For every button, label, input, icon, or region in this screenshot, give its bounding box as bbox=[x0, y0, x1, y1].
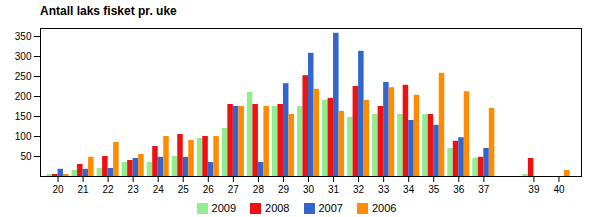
svg-text:33: 33 bbox=[378, 184, 390, 195]
svg-text:37: 37 bbox=[478, 184, 490, 195]
svg-text:34: 34 bbox=[403, 184, 415, 195]
html-text:2006: 2006 bbox=[372, 202, 397, 214]
svg-text:100: 100 bbox=[15, 131, 32, 142]
svg-text:32: 32 bbox=[353, 184, 365, 195]
svg-text:20: 20 bbox=[52, 184, 64, 195]
svg-text:40: 40 bbox=[553, 184, 565, 195]
svg-text:24: 24 bbox=[153, 184, 165, 195]
svg-text:50: 50 bbox=[20, 151, 32, 162]
html-text:2007: 2007 bbox=[318, 202, 343, 214]
svg-text:29: 29 bbox=[278, 184, 290, 195]
svg-text:28: 28 bbox=[253, 184, 265, 195]
svg-text:350: 350 bbox=[15, 31, 32, 42]
svg-text:250: 250 bbox=[15, 71, 32, 82]
svg-text:25: 25 bbox=[178, 184, 190, 195]
svg-text:22: 22 bbox=[103, 184, 115, 195]
svg-text:27: 27 bbox=[228, 184, 240, 195]
svg-text:36: 36 bbox=[453, 184, 465, 195]
svg-text:39: 39 bbox=[528, 184, 540, 195]
html-text:2009: 2009 bbox=[211, 202, 236, 214]
svg-text:23: 23 bbox=[128, 184, 140, 195]
html-text:2008: 2008 bbox=[265, 202, 290, 214]
svg-text:35: 35 bbox=[428, 184, 440, 195]
html-text:Antall laks fisket pr. uke: Antall laks fisket pr. uke bbox=[40, 4, 177, 18]
svg-text:31: 31 bbox=[328, 184, 340, 195]
svg-text:26: 26 bbox=[203, 184, 215, 195]
svg-text:21: 21 bbox=[78, 184, 90, 195]
svg-text:30: 30 bbox=[303, 184, 315, 195]
svg-text:200: 200 bbox=[15, 91, 32, 102]
svg-text:300: 300 bbox=[15, 51, 32, 62]
svg-text:150: 150 bbox=[15, 111, 32, 122]
